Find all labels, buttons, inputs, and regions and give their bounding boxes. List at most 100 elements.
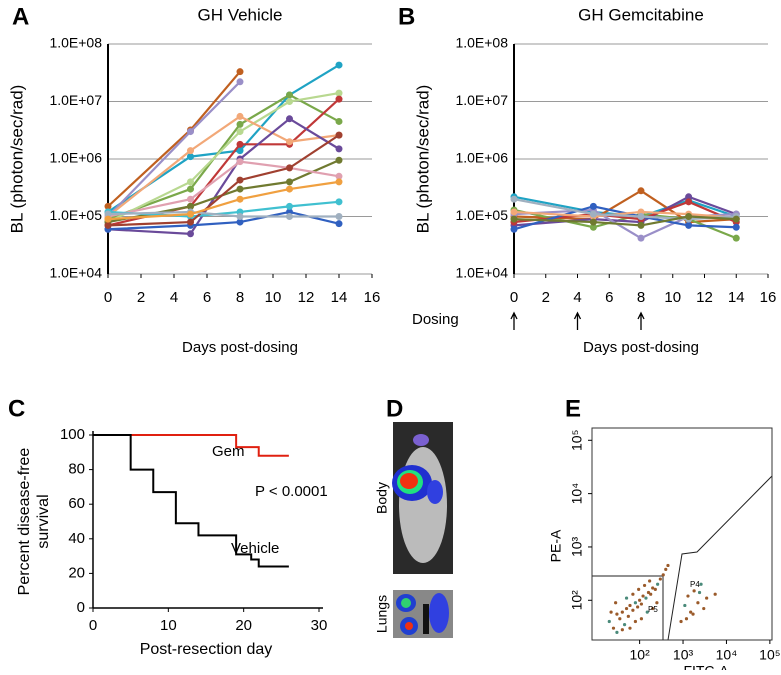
event-dot: [664, 567, 668, 571]
data-point: [187, 195, 194, 203]
y-tick-label: 1.0E+04: [455, 265, 508, 281]
y-tick-label: 40: [68, 530, 85, 547]
data-point: [236, 195, 244, 203]
event-dot: [705, 596, 709, 600]
panel-e-gates: [591, 475, 773, 641]
x-tick-label: 16: [760, 289, 777, 306]
data-point: [335, 213, 343, 220]
data-point: [637, 234, 645, 242]
event-dot: [633, 601, 638, 605]
x-tick-label: 20: [235, 617, 252, 634]
event-dot: [713, 592, 717, 596]
x-axis-label: FITC-A: [683, 663, 729, 670]
event-dot: [655, 601, 659, 605]
x-tick-label: 0: [89, 617, 97, 634]
y-tick-label: 1.0E+06: [455, 150, 508, 166]
event-dot: [624, 606, 629, 611]
event-dot: [639, 602, 644, 606]
x-tick-label: 6: [605, 289, 613, 306]
event-dot: [697, 590, 702, 595]
data-point: [236, 78, 244, 86]
x-tick-label: 4: [573, 289, 581, 306]
y-tick-label: 1.0E+08: [455, 35, 508, 51]
y-tick-label: 1.0E+05: [455, 207, 508, 223]
data-point: [637, 187, 645, 195]
event-dot: [615, 630, 619, 634]
y-tick-label: 1.0E+04: [49, 265, 102, 281]
data-point: [685, 213, 693, 220]
event-dot: [683, 603, 687, 608]
signal-spot: [401, 598, 411, 608]
survival-curve: [93, 434, 289, 457]
data-point: [510, 208, 518, 216]
event-dot: [609, 610, 613, 614]
data-point: [104, 215, 112, 223]
event-dot: [644, 596, 648, 600]
heart-shadow: [423, 604, 429, 634]
chart-title: GH Gemcitabine: [578, 5, 704, 24]
event-dot: [679, 619, 683, 624]
data-point: [685, 221, 693, 229]
x-tick-label: 8: [236, 289, 244, 306]
event-dot: [618, 617, 622, 621]
event-dot: [686, 594, 690, 598]
data-point: [335, 131, 343, 139]
data-point: [236, 140, 244, 148]
data-point: [335, 198, 343, 206]
data-point: [236, 213, 244, 220]
event-dot: [637, 587, 641, 591]
event-dot: [699, 582, 703, 586]
event-dot: [656, 582, 660, 586]
data-point: [187, 202, 194, 210]
y-axis-label: survival: [35, 494, 52, 548]
data-point: [335, 178, 343, 186]
event-dot: [645, 610, 649, 614]
data-point: [589, 218, 597, 226]
panel-letter: B: [398, 3, 415, 30]
data-point: [286, 178, 293, 186]
event-dot: [653, 587, 657, 591]
event-dot: [611, 626, 616, 630]
panel-d-images: [392, 422, 453, 638]
data-point: [335, 172, 343, 180]
data-point: [286, 91, 293, 99]
data-point: [335, 95, 343, 103]
y-axis-label: Percent disease-free: [16, 448, 33, 596]
event-dot: [631, 592, 635, 596]
data-point: [187, 230, 194, 238]
x-tick-label: 10: [160, 617, 177, 634]
annotation: Vehicle: [231, 540, 279, 557]
data-point: [589, 223, 597, 231]
data-point: [335, 145, 343, 153]
event-dot: [607, 619, 611, 624]
data-point: [637, 221, 645, 229]
gate-label: P4: [690, 580, 700, 589]
data-point: [732, 215, 740, 223]
data-point: [236, 218, 244, 226]
data-point: [637, 213, 645, 220]
event-dot: [651, 586, 655, 590]
event-dot: [620, 610, 624, 614]
event-dot: [692, 589, 696, 593]
data-point: [685, 193, 693, 201]
x-tick-label: 2: [137, 289, 145, 306]
event-dot: [636, 605, 640, 609]
data-point: [236, 112, 244, 120]
x-axis-label: Days post-dosing: [182, 339, 298, 356]
data-point: [335, 156, 343, 164]
x-tick-label: 4: [170, 289, 178, 306]
x-tick-label: 10⁴: [716, 647, 738, 663]
annotation: Gem: [212, 443, 245, 460]
data-point: [510, 195, 518, 203]
y-tick-label: 100: [60, 426, 85, 443]
data-point: [236, 176, 244, 184]
gate-label: P5: [648, 605, 658, 614]
event-dot: [631, 608, 635, 612]
y-tick-label: 0: [77, 599, 85, 616]
y-tick-label: 80: [68, 461, 85, 478]
image-label: Body: [374, 482, 390, 514]
y-axis-label: PE-A: [548, 529, 564, 562]
x-tick-label: 12: [298, 289, 315, 306]
event-dot: [689, 610, 693, 614]
dosing-arrow: [637, 311, 645, 330]
